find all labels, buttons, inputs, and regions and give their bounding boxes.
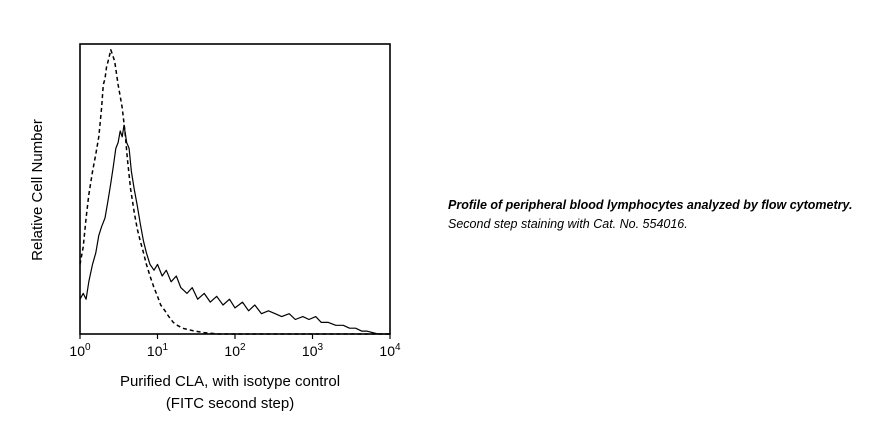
- x-tick-label: 102: [224, 342, 246, 359]
- x-tick-label: 101: [147, 342, 169, 359]
- x-tick-label: 103: [302, 342, 324, 359]
- figure-caption: Profile of peripheral blood lymphocytes …: [448, 196, 858, 234]
- marks-layer: [79, 49, 390, 335]
- series-solid-line: [79, 124, 390, 335]
- x-tick-layer: 100 101 102 103 104: [69, 334, 401, 359]
- plot-frame: [79, 43, 391, 335]
- x-axis-label-line2: (FITC second step): [166, 395, 294, 412]
- x-tick-label: 100: [69, 342, 91, 359]
- series-dashed-line: [79, 49, 390, 335]
- caption-bold-text: Profile of peripheral blood lymphocytes …: [448, 198, 853, 212]
- x-tick-label: 104: [379, 342, 401, 359]
- caption-normal-text: Second step staining with Cat. No. 55401…: [448, 217, 688, 231]
- x-axis-label: Purified CLA, with isotype control: [120, 373, 340, 390]
- y-axis-label: Relative Cell Number: [29, 119, 46, 261]
